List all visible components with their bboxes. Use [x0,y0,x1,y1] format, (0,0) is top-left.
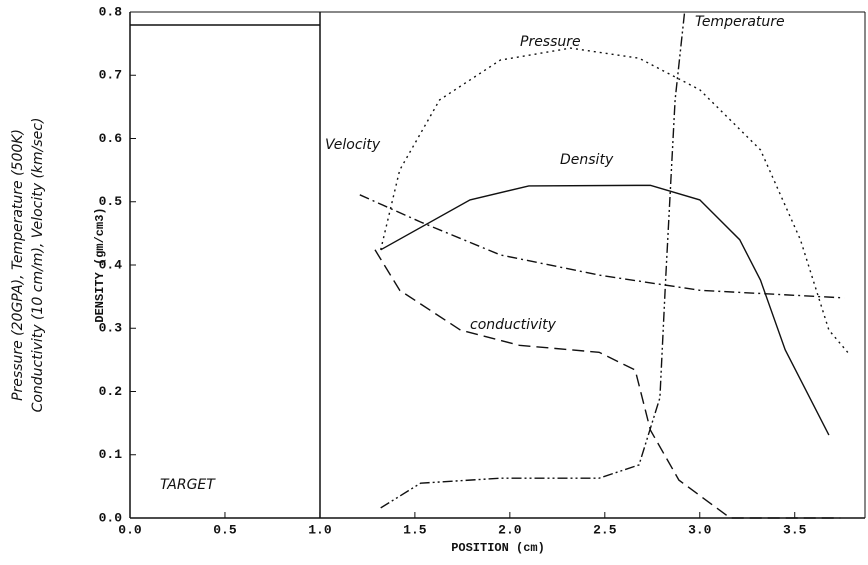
x-axis-title: POSITION (cm) [451,541,545,555]
y-tick-label: 0.6 [99,131,123,146]
y-axis-title-2: Pressure (20GPA), Temperature (500K) [10,129,26,401]
y-tick-label: 0.7 [99,68,122,83]
y-tick-label: 0.8 [99,4,123,19]
y-tick-label: 0.0 [99,510,123,525]
series-label: conductivity [470,317,557,333]
y-tick-label: 0.4 [99,257,123,272]
target-label: TARGET [160,477,216,493]
x-tick-label: 0.5 [213,522,237,537]
y-tick-label: 0.3 [99,321,123,336]
series-label: Temperature [695,14,785,30]
series-label: Density [560,152,614,168]
series-line [380,11,686,509]
x-tick-label: 2.0 [498,522,522,537]
x-tick-label: 1.5 [403,522,427,537]
series-line [380,47,851,356]
series-line [380,184,830,436]
x-tick-label: 1.0 [308,522,332,537]
series-label: Velocity [325,137,381,153]
y-tick-label: 0.5 [99,194,123,209]
x-tick-label: 3.0 [688,522,712,537]
series-line [374,249,841,519]
y-axis-title: DENSITY (gm/cm3) [93,207,107,322]
series-line [359,194,845,299]
x-tick-label: 2.5 [593,522,617,537]
y-tick-label: 0.2 [99,384,123,399]
y-tick-label: 0.1 [99,447,123,462]
x-tick-label: 0.0 [118,522,142,537]
y-axis-title-3: Conductivity (10 cm/m), Velocity (km/sec… [30,118,46,413]
series-label: Pressure [520,34,581,50]
x-tick-label: 3.5 [783,522,807,537]
